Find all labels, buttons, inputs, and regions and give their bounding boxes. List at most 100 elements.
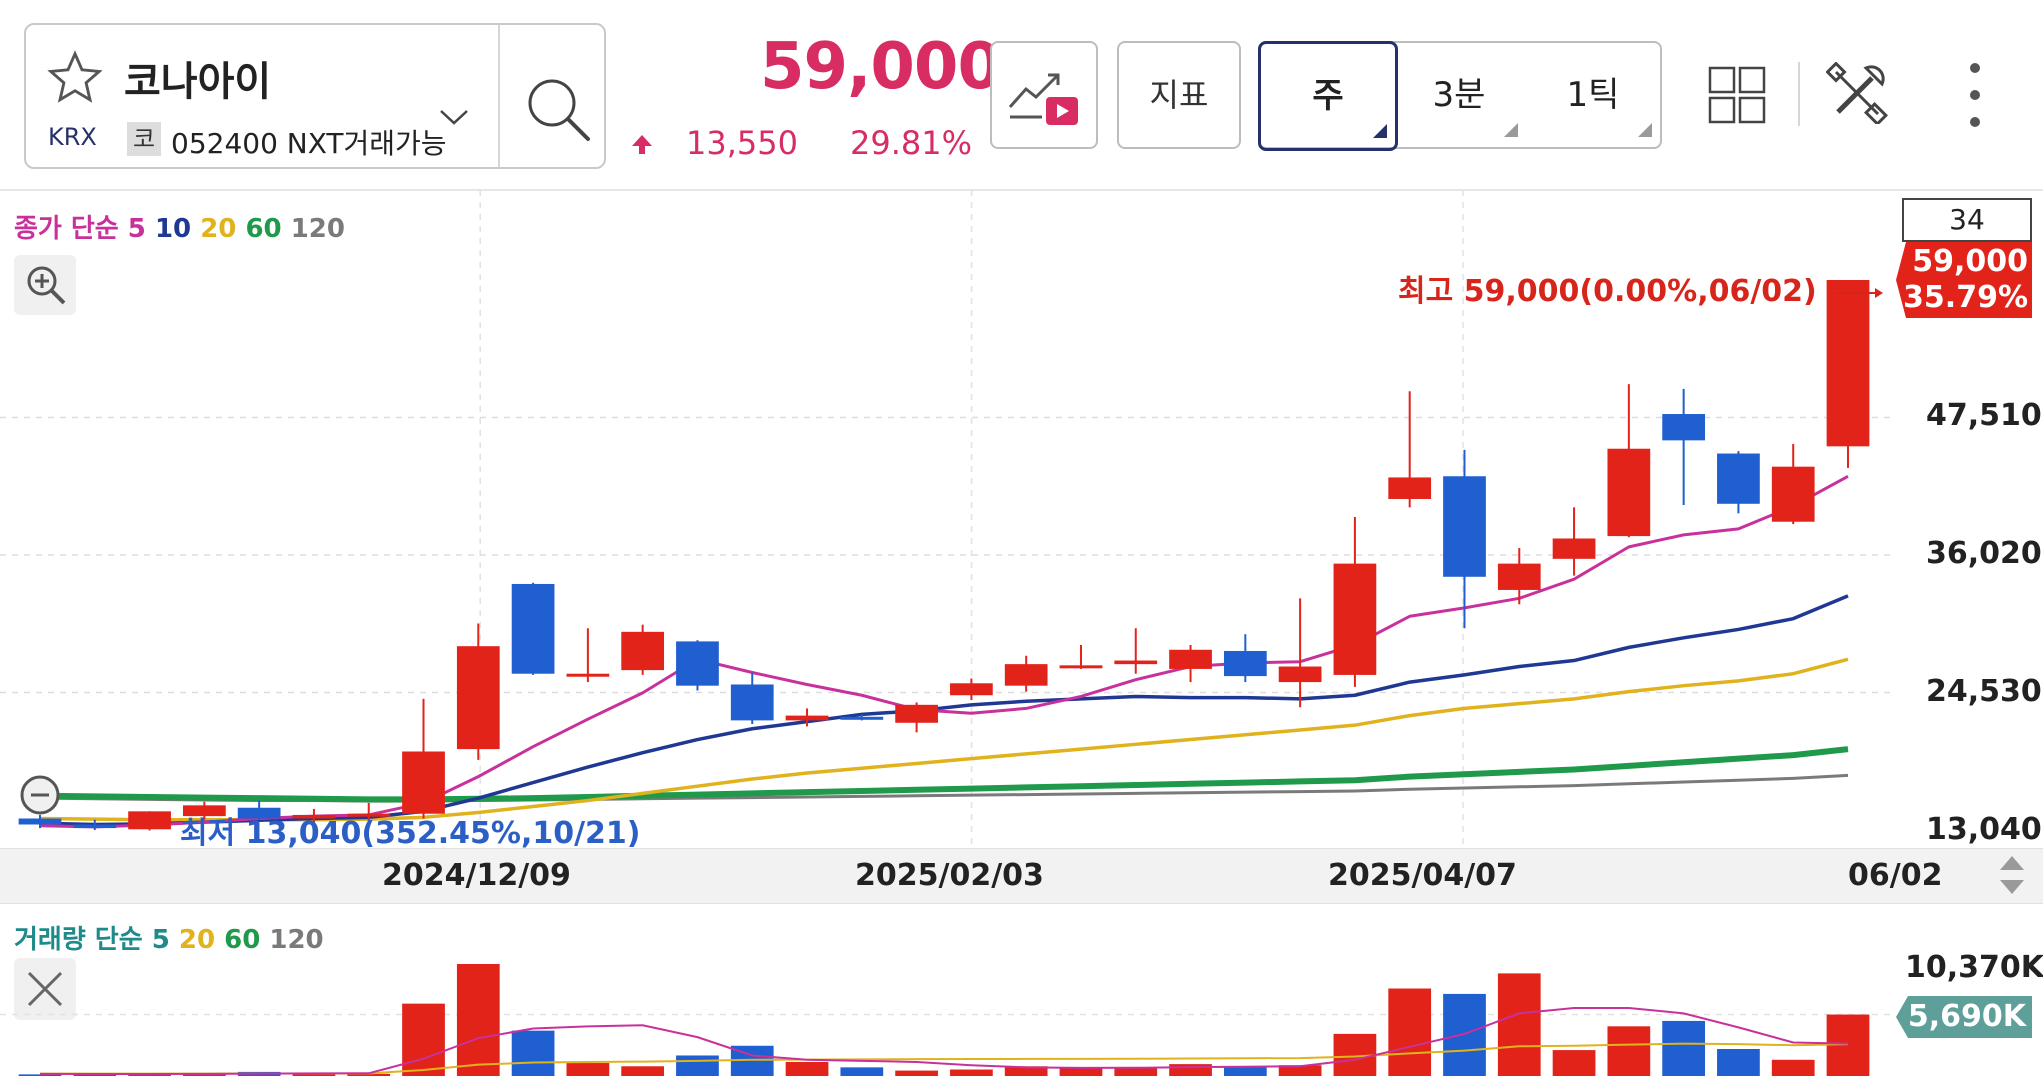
- candle-body: [785, 715, 829, 721]
- ma-legend-item: 10: [154, 214, 192, 244]
- volume-bar: [1552, 1050, 1596, 1076]
- market-badge: 코: [127, 122, 161, 156]
- price-chart[interactable]: [0, 190, 1890, 848]
- volume-bar: [1388, 988, 1432, 1076]
- volume-legend-item: 60: [224, 925, 261, 955]
- volume-bar: [1114, 1068, 1158, 1076]
- favorite-star-icon[interactable]: [46, 49, 104, 107]
- high-annotation: 최고 59,000(0.00%,06/02): [1398, 266, 1884, 310]
- current-price: 59,000: [760, 30, 1002, 104]
- chart-video-button[interactable]: [990, 41, 1098, 149]
- candle-count[interactable]: 34: [1902, 198, 2032, 242]
- volume-bar: [1607, 1026, 1651, 1076]
- layout-grid-icon[interactable]: [1708, 66, 1766, 124]
- period-label: 1틱: [1566, 75, 1620, 115]
- candle-body: [566, 673, 610, 677]
- candle-body: [18, 818, 62, 825]
- candle-body: [73, 824, 117, 829]
- tools-icon[interactable]: [1826, 62, 1888, 124]
- more-vertical-icon[interactable]: [1960, 60, 1990, 130]
- ma10-line: [39, 594, 1849, 827]
- candle-body: [1552, 538, 1596, 559]
- candle-body: [1278, 666, 1322, 683]
- candle-body: [950, 683, 993, 696]
- zoom-in-button[interactable]: [14, 255, 76, 315]
- zoom-out-icon[interactable]: [18, 773, 66, 821]
- volume-chart[interactable]: [0, 904, 1890, 1079]
- period-tick-button[interactable]: 1틱: [1526, 43, 1660, 147]
- high-annotation-text: 최고 59,000(0.00%,06/02): [1398, 274, 1817, 309]
- period-3min-button[interactable]: 3분: [1392, 43, 1526, 147]
- candle-body: [1114, 660, 1158, 665]
- search-icon[interactable]: [516, 67, 602, 153]
- candle-body: [456, 646, 500, 750]
- candle-body: [1717, 453, 1760, 504]
- volume-bar: [1278, 1065, 1322, 1076]
- volume-bar: [292, 1073, 336, 1076]
- volume-bar: [182, 1073, 226, 1076]
- price-change-pct: 29.81%: [850, 124, 973, 162]
- period-label: 주: [1312, 76, 1344, 116]
- stock-code: 052400 NXT거래가능: [171, 127, 447, 160]
- volume-bar: [1662, 1020, 1706, 1076]
- volume-bar: [895, 1070, 938, 1076]
- candle-body: [895, 704, 938, 723]
- stock-name[interactable]: 코나아이: [124, 59, 272, 105]
- price-axis-tick: 36,020: [1926, 536, 2042, 571]
- period-selector: 주 3분 1틱: [1258, 41, 1662, 151]
- candle-body: [347, 813, 391, 817]
- date-axis-label: 06/02: [1848, 858, 1943, 893]
- volume-legend-item: 20: [178, 925, 216, 955]
- candle-body: [730, 684, 774, 721]
- volume-bar: [1497, 973, 1541, 1076]
- divider: [498, 25, 500, 167]
- volume-bar: [1223, 1066, 1267, 1076]
- candle-body: [237, 807, 281, 819]
- volume-legend[interactable]: 거래량 단순 5 20 60 120: [14, 919, 324, 956]
- low-annotation: 최저 13,040(352.45%,10/21): [180, 816, 641, 851]
- volume-bar: [402, 1003, 445, 1076]
- volume-bar: [1004, 1066, 1048, 1076]
- ma-legend-item: 120: [290, 214, 345, 244]
- ma60-line: [39, 746, 1849, 803]
- ma-legend-item: 종가 단순 5: [14, 214, 146, 244]
- divider: [0, 189, 2043, 191]
- price-axis-tick: 13,040: [1926, 812, 2042, 847]
- volume-legend-item: 120: [269, 925, 324, 955]
- date-axis-label: 2025/04/07: [1328, 858, 1517, 893]
- scroll-updown-icon[interactable]: [1996, 852, 2028, 898]
- volume-bar: [1169, 1064, 1212, 1076]
- stock-selector[interactable]: 코나아이 KRX 코 052400 NXT거래가능: [24, 23, 606, 169]
- candle-body: [676, 641, 719, 686]
- candle-body: [1388, 477, 1432, 499]
- date-axis[interactable]: [0, 848, 2043, 904]
- volume-bar: [456, 964, 500, 1076]
- candle-body: [1771, 466, 1815, 522]
- date-axis-label: 2024/12/09: [382, 858, 571, 893]
- ma-legend-item: 60: [245, 214, 282, 244]
- volume-bar: [785, 1061, 829, 1076]
- ma-legend[interactable]: 종가 단순 5 10 20 60 120: [14, 208, 345, 245]
- chevron-down-icon[interactable]: [438, 107, 470, 127]
- candle-body: [1826, 280, 1870, 447]
- candle-body: [840, 716, 884, 720]
- volume-bar: [621, 1066, 665, 1076]
- volume-bar: [1059, 1067, 1103, 1076]
- volume-bar: [18, 1074, 62, 1076]
- volume-legend-item: 거래량 단순 5: [14, 925, 170, 955]
- close-icon: [27, 971, 63, 1007]
- candle-body: [128, 811, 171, 830]
- indicator-button[interactable]: 지표: [1117, 41, 1241, 149]
- ma5-line: [39, 474, 1849, 829]
- period-week-button[interactable]: 주: [1258, 41, 1398, 151]
- date-axis-label: 2025/02/03: [855, 858, 1044, 893]
- candle-body: [1607, 448, 1651, 537]
- arrow-right-icon: [1833, 287, 1884, 298]
- volume-bar: [73, 1074, 117, 1076]
- price-change: 13,550: [686, 124, 798, 162]
- close-volume-button[interactable]: [14, 958, 76, 1020]
- candle-body: [1059, 665, 1103, 669]
- candle-body: [1443, 476, 1486, 577]
- volume-bar: [566, 1063, 610, 1076]
- price-axis-tick: 24,530: [1926, 674, 2042, 709]
